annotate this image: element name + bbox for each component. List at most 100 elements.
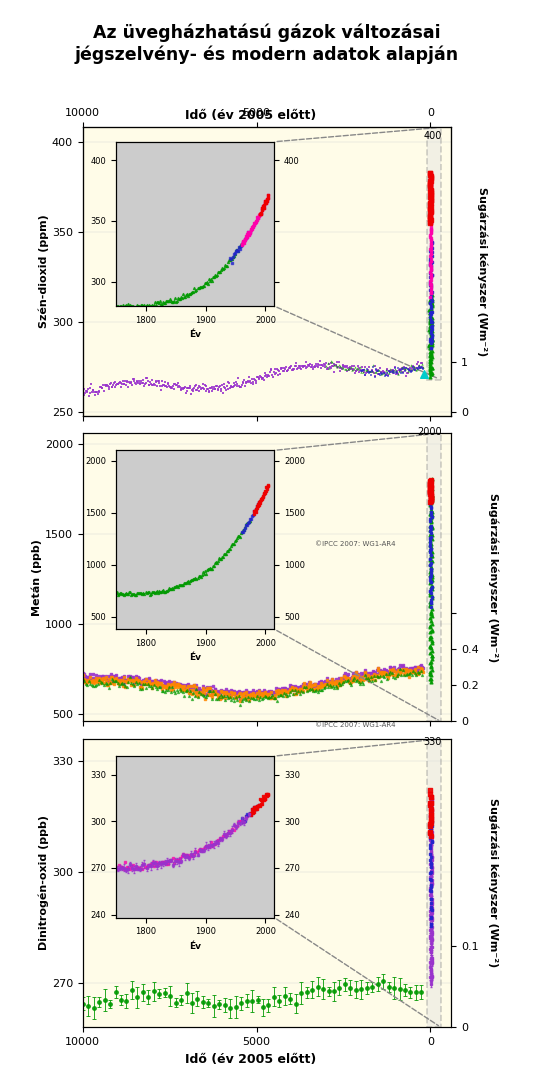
Point (323, 360, 331, 378)
Point (345, 359, 354, 377)
Point (97, 379, 105, 396)
Point (321, 672, 329, 689)
Point (207, 379, 215, 396)
Point (407, 660, 416, 678)
Point (426, 493, 435, 510)
Point (339, 672, 348, 689)
Point (107, 670, 116, 687)
Point (427, 218, 435, 235)
Point (238, 687, 247, 705)
Point (90, 670, 98, 687)
Point (427, 584, 435, 601)
Point (285, 680, 293, 697)
Point (254, 684, 263, 701)
Point (293, 679, 302, 696)
Point (277, 686, 286, 704)
Point (296, 678, 304, 695)
Point (360, 364, 368, 381)
Point (394, 365, 402, 382)
Point (427, 299, 435, 316)
Point (142, 670, 150, 687)
Point (404, 365, 412, 382)
Point (198, 380, 206, 397)
Point (301, 679, 310, 696)
Point (98, 667, 107, 684)
Point (152, 373, 161, 391)
Point (428, 615, 436, 632)
Point (427, 828, 435, 845)
Point (426, 247, 435, 264)
Point (223, 381, 232, 398)
Point (426, 573, 435, 590)
Point (411, 661, 420, 679)
Point (409, 664, 418, 681)
Point (426, 173, 435, 190)
Point (229, 378, 238, 395)
Point (426, 195, 435, 213)
Point (308, 358, 316, 375)
Point (311, 358, 320, 375)
Point (400, 663, 409, 680)
Point (428, 359, 436, 377)
Point (426, 800, 435, 817)
Point (324, 354, 332, 371)
Point (373, 668, 381, 685)
Point (106, 669, 114, 686)
Point (386, 364, 395, 381)
Point (318, 673, 326, 691)
Point (294, 682, 302, 699)
Point (392, 363, 400, 380)
Point (371, 665, 380, 682)
Point (266, 360, 275, 378)
Point (303, 682, 311, 699)
Point (350, 669, 358, 686)
Point (213, 683, 221, 700)
Point (117, 673, 125, 691)
Point (387, 363, 396, 380)
Point (383, 364, 391, 381)
Point (339, 673, 348, 691)
Point (138, 675, 147, 693)
Point (428, 552, 437, 570)
Point (427, 474, 435, 491)
Point (167, 379, 175, 396)
Point (366, 364, 375, 381)
Point (301, 679, 310, 696)
Point (83, 383, 92, 400)
Point (215, 379, 223, 396)
Point (81, 668, 89, 685)
Point (351, 670, 360, 687)
Point (215, 682, 223, 699)
Point (166, 379, 174, 396)
Point (289, 679, 298, 696)
Point (301, 359, 310, 377)
Point (384, 361, 393, 379)
Point (427, 492, 435, 509)
Point (428, 342, 436, 359)
Point (245, 687, 253, 705)
Point (426, 263, 435, 281)
Point (426, 189, 435, 206)
Point (285, 677, 294, 694)
Point (427, 299, 435, 316)
Point (397, 360, 406, 378)
Point (286, 680, 295, 697)
Point (427, 276, 435, 293)
Point (197, 682, 205, 699)
Point (131, 672, 139, 689)
Point (185, 380, 193, 397)
Point (233, 378, 242, 395)
Point (238, 374, 247, 392)
Point (427, 620, 436, 638)
Point (249, 681, 257, 698)
Point (283, 683, 292, 700)
Point (283, 680, 292, 697)
Point (427, 559, 435, 576)
Point (391, 661, 400, 679)
Point (172, 677, 180, 694)
Point (323, 673, 332, 691)
Point (172, 377, 181, 394)
Point (264, 367, 273, 384)
Point (207, 682, 216, 699)
Point (410, 358, 418, 375)
